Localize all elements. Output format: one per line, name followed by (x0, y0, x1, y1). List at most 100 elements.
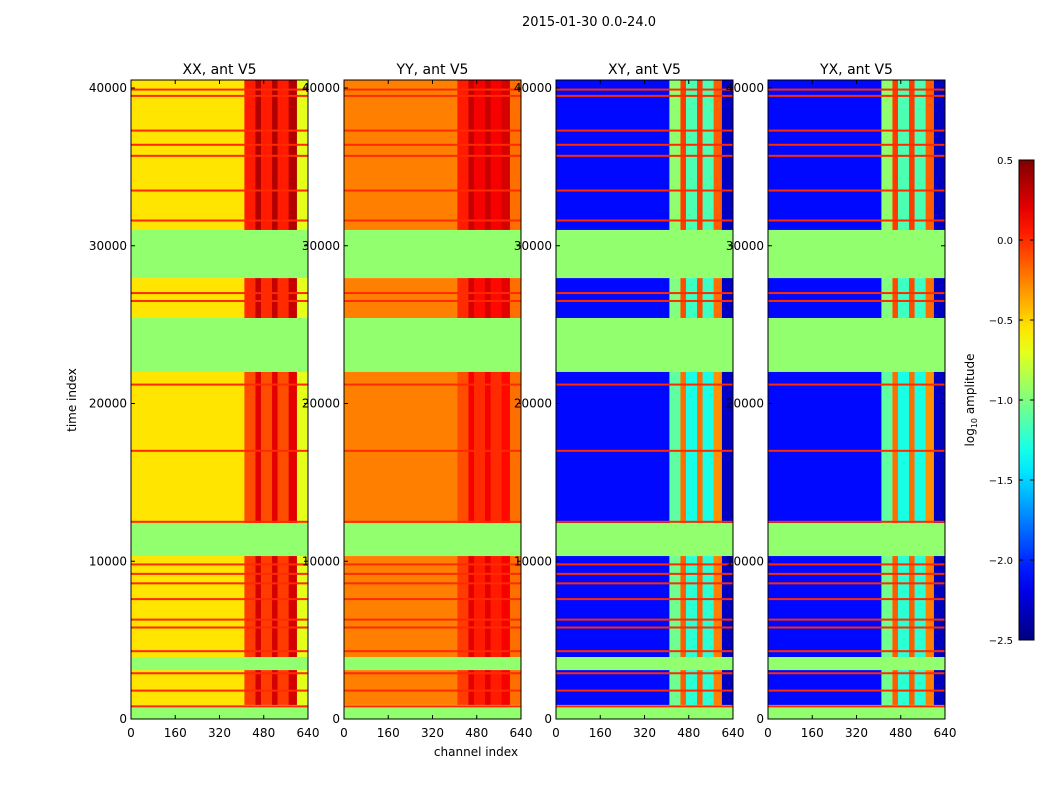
heatmap-cell (457, 278, 469, 318)
flagged-band (344, 657, 521, 671)
heatmap-cell (680, 556, 687, 658)
x-tick-label: 480 (889, 726, 912, 740)
x-tick-label: 480 (677, 726, 700, 740)
heatmap-cell (881, 371, 893, 523)
colorbar-tick-label: −2.0 (989, 556, 1013, 567)
heatmap-cell (897, 371, 910, 523)
heatmap-cell (277, 670, 290, 705)
heatmap-cell (713, 670, 723, 705)
colorbar-tick-label: −1.0 (989, 396, 1013, 407)
x-tick-label: 640 (297, 726, 320, 740)
heatmap-cell (509, 556, 521, 658)
stripe-line (768, 129, 945, 132)
heatmap-cell (296, 556, 308, 658)
heatmap-cell (881, 670, 893, 705)
y-tick-label: 0 (119, 712, 127, 726)
x-tick-label: 320 (845, 726, 868, 740)
heatmap-cell (131, 670, 245, 705)
y-tick-label: 10000 (302, 554, 340, 568)
stripe-line (556, 129, 733, 132)
stripe-line (556, 572, 733, 575)
heatmap-cell (556, 670, 670, 705)
stripe-line (768, 299, 945, 302)
heatmap-cell (277, 371, 290, 523)
x-tick-label: 320 (633, 726, 656, 740)
colorbar-tick-label: 0.0 (997, 236, 1013, 247)
stripe-line (344, 88, 521, 91)
heatmap-cell (244, 556, 256, 658)
stripe-line (768, 189, 945, 192)
heatmap-cell (556, 278, 670, 318)
stripe-line (131, 94, 308, 97)
heatmap-cell (272, 278, 279, 318)
x-tick-label: 160 (377, 726, 400, 740)
heatmap-cell (457, 371, 469, 523)
heatmap-cell (272, 371, 279, 523)
stripe-line (131, 449, 308, 452)
flagged-band (768, 657, 945, 671)
stripe-line (556, 563, 733, 566)
heatmap-cell (933, 670, 945, 705)
stripe-line (556, 582, 733, 585)
stripe-line (768, 582, 945, 585)
heatmap-cell (713, 278, 723, 318)
heatmap-cell (288, 278, 298, 318)
heatmap-cell (669, 556, 681, 658)
stripe-line (131, 292, 308, 295)
y-tick-label: 40000 (89, 81, 127, 95)
stripe-line (344, 572, 521, 575)
heatmap-cell (933, 278, 945, 318)
figure-title: 2015-01-30 0.0-24.0 (522, 15, 656, 30)
stripe-line (344, 672, 521, 675)
stripe-line (344, 689, 521, 692)
y-tick-label: 20000 (89, 397, 127, 411)
panels: XX, ant V5 0 160 320 480 640 0 10000 20000 30000 4… (89, 62, 957, 740)
heatmap-cell (468, 670, 475, 705)
heatmap-cell (685, 556, 698, 658)
stripe-line (131, 520, 308, 523)
stripe-line (768, 672, 945, 675)
heatmap-cell (697, 371, 704, 523)
heatmap-cell (768, 670, 882, 705)
flagged-band (768, 522, 945, 557)
heatmap-cell (925, 556, 935, 658)
stripe-line (556, 189, 733, 192)
stripe-line (556, 672, 733, 675)
heatmap-cell (244, 670, 256, 705)
stripe-line (344, 129, 521, 132)
flagged-band (556, 229, 733, 279)
y-tick-label: 10000 (726, 554, 764, 568)
stripe-line (344, 219, 521, 222)
stripe-line (556, 626, 733, 629)
heatmap-cell (697, 556, 704, 658)
heatmap-cell (909, 278, 916, 318)
x-axis-label: channel index (434, 745, 518, 759)
colorbar-tick-label: −2.5 (989, 636, 1013, 647)
colorbar-tick-label: 0.5 (997, 156, 1013, 167)
stripe-line (131, 129, 308, 132)
stripe-line (131, 88, 308, 91)
flagged-band (768, 229, 945, 279)
heatmap-panel-yy: YY, ant V5 0 160 320 480 640 0 10000 20000 30000 4… (302, 62, 533, 740)
heatmap-cell (244, 278, 256, 318)
heatmap-cell (933, 371, 945, 523)
stripe-line (344, 449, 521, 452)
heatmap-cells (131, 80, 308, 719)
y-tick-label: 10000 (89, 554, 127, 568)
colorbar: 0.5 0.0 −0.5 −1.0 −1.5 −2.0 −2.5 log10 amplitud… (963, 156, 1035, 647)
heatmap-cell (509, 371, 521, 523)
stripe-line (556, 449, 733, 452)
flagged-band (556, 317, 733, 372)
stripe-line (768, 292, 945, 295)
heatmap-cells (344, 80, 521, 719)
stripe-line (131, 689, 308, 692)
heatmap-cell (501, 670, 511, 705)
heatmap-cell (721, 371, 733, 523)
heatmap-cell (909, 556, 916, 658)
heatmap-cell (892, 670, 899, 705)
stripe-line (131, 582, 308, 585)
heatmap-cell (473, 278, 486, 318)
stripe-line (556, 383, 733, 386)
heatmap-cell (490, 670, 503, 705)
